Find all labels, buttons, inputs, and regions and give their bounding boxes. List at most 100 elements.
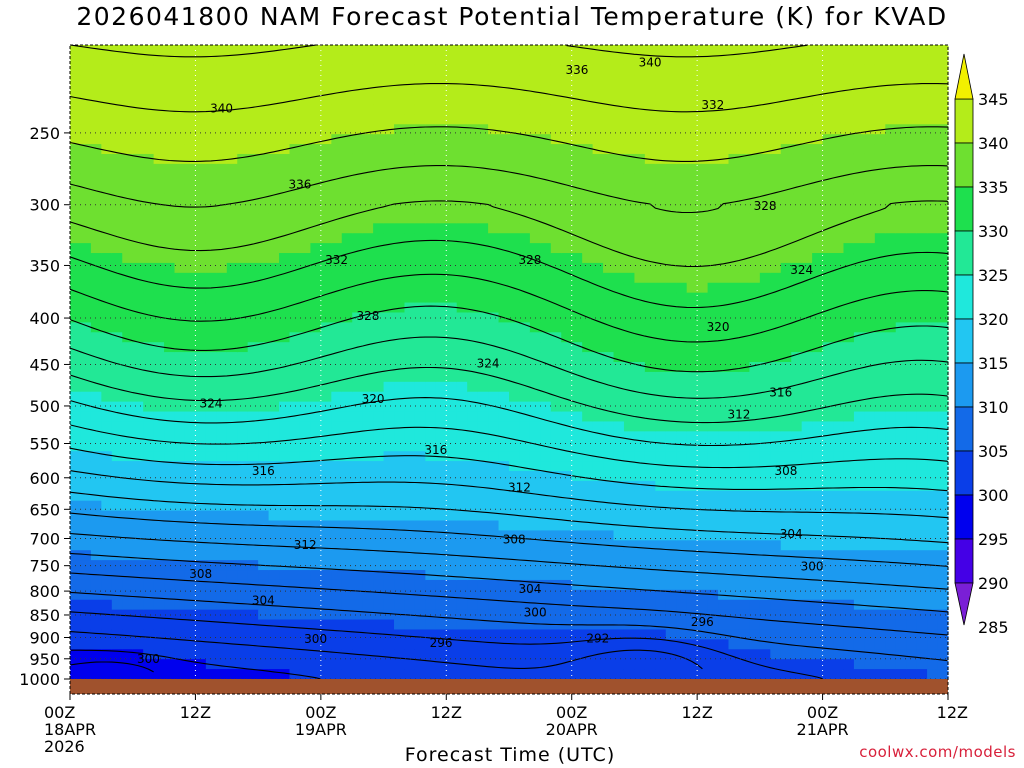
theta-cell <box>509 470 521 482</box>
theta-cell <box>613 639 625 650</box>
theta-cell <box>488 233 500 244</box>
theta-cell <box>70 381 82 393</box>
theta-cell <box>289 461 301 472</box>
theta-cell <box>613 391 625 403</box>
theta-cell <box>749 84 761 96</box>
theta-cell <box>446 362 458 373</box>
theta-cell <box>540 451 552 462</box>
theta-cell <box>561 540 573 551</box>
theta-cell <box>770 470 782 482</box>
theta-cell <box>362 619 374 631</box>
theta-cell <box>237 203 249 215</box>
theta-cell <box>707 470 719 482</box>
theta-cell <box>498 144 510 155</box>
theta-cell <box>665 669 677 680</box>
theta-cell <box>143 441 155 452</box>
theta-cell <box>456 332 468 343</box>
theta-cell <box>509 223 521 234</box>
theta-cell <box>404 282 416 294</box>
theta-cell <box>111 560 123 571</box>
theta-cell <box>268 649 280 660</box>
theta-cell <box>655 540 667 551</box>
theta-cell <box>299 173 311 185</box>
theta-cell <box>132 144 144 155</box>
theta-cell <box>394 322 406 333</box>
theta-cell <box>749 421 761 432</box>
theta-cell <box>603 64 615 76</box>
theta-cell <box>132 401 144 413</box>
theta-cell <box>174 570 186 581</box>
theta-cell <box>383 292 395 304</box>
theta-cell <box>791 639 803 650</box>
theta-cell <box>101 322 113 333</box>
theta-cell <box>874 659 886 670</box>
theta-cell <box>707 54 719 66</box>
theta-cell <box>529 461 541 472</box>
theta-cell <box>394 124 406 135</box>
theta-cell <box>467 411 479 423</box>
theta-cell <box>122 312 134 323</box>
theta-cell <box>184 401 197 413</box>
theta-cell <box>414 223 426 234</box>
theta-cell <box>571 500 583 512</box>
theta-cell <box>634 371 646 383</box>
theta-cell <box>143 431 155 442</box>
theta-cell <box>268 381 280 393</box>
theta-cell <box>320 609 332 621</box>
theta-cell <box>341 451 353 462</box>
theta-cell <box>383 530 395 541</box>
theta-cell <box>613 500 625 512</box>
theta-cell <box>111 659 123 670</box>
theta-cell <box>498 540 510 551</box>
theta-cell <box>592 441 604 452</box>
theta-cell <box>488 619 500 631</box>
theta-cell <box>582 639 594 650</box>
theta-cell <box>164 520 176 532</box>
theta-cell <box>435 550 447 561</box>
theta-cell <box>352 589 364 601</box>
theta-cell <box>623 193 636 205</box>
theta-cell <box>205 530 217 541</box>
theta-cell <box>853 292 865 304</box>
theta-cell <box>90 480 102 492</box>
theta-cell <box>749 451 761 462</box>
theta-cell <box>268 124 280 135</box>
theta-cell <box>184 490 197 502</box>
theta-cell <box>550 243 562 254</box>
theta-cell <box>373 530 385 541</box>
theta-cell <box>205 570 217 581</box>
theta-cell <box>749 550 761 561</box>
theta-cell <box>237 441 249 452</box>
theta-cell <box>697 312 709 323</box>
theta-cell <box>853 352 865 363</box>
theta-cell <box>320 272 332 284</box>
theta-cell <box>153 371 165 383</box>
theta-cell <box>759 144 771 155</box>
theta-cell <box>237 550 249 561</box>
theta-cell <box>195 579 207 591</box>
theta-cell <box>111 144 123 155</box>
theta-cell <box>686 451 698 462</box>
theta-cell <box>195 302 207 314</box>
theta-cell <box>310 421 322 432</box>
theta-cell <box>707 371 719 383</box>
theta-cell <box>749 579 761 591</box>
theta-cell <box>143 669 155 680</box>
theta-cell <box>634 193 646 205</box>
theta-cell <box>519 490 531 502</box>
theta-cell <box>143 223 155 234</box>
theta-cell <box>414 173 426 185</box>
theta-cell <box>70 431 82 442</box>
theta-cell <box>853 302 865 314</box>
theta-cell <box>341 203 353 215</box>
theta-cell <box>592 421 604 432</box>
theta-cell <box>143 203 155 215</box>
theta-cell <box>216 362 228 373</box>
theta-cell <box>592 659 604 670</box>
theta-cell <box>477 579 489 591</box>
theta-cell <box>132 74 144 86</box>
theta-cell <box>540 213 552 224</box>
theta-cell <box>519 500 531 512</box>
theta-cell <box>373 332 385 343</box>
theta-cell <box>686 163 698 175</box>
